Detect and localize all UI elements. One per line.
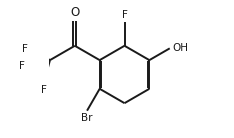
Text: F: F bbox=[41, 85, 47, 95]
Text: Br: Br bbox=[80, 113, 92, 123]
Text: O: O bbox=[70, 6, 80, 19]
Text: OH: OH bbox=[173, 43, 189, 53]
Text: F: F bbox=[19, 61, 25, 71]
Text: F: F bbox=[122, 10, 128, 20]
Text: F: F bbox=[22, 44, 28, 54]
